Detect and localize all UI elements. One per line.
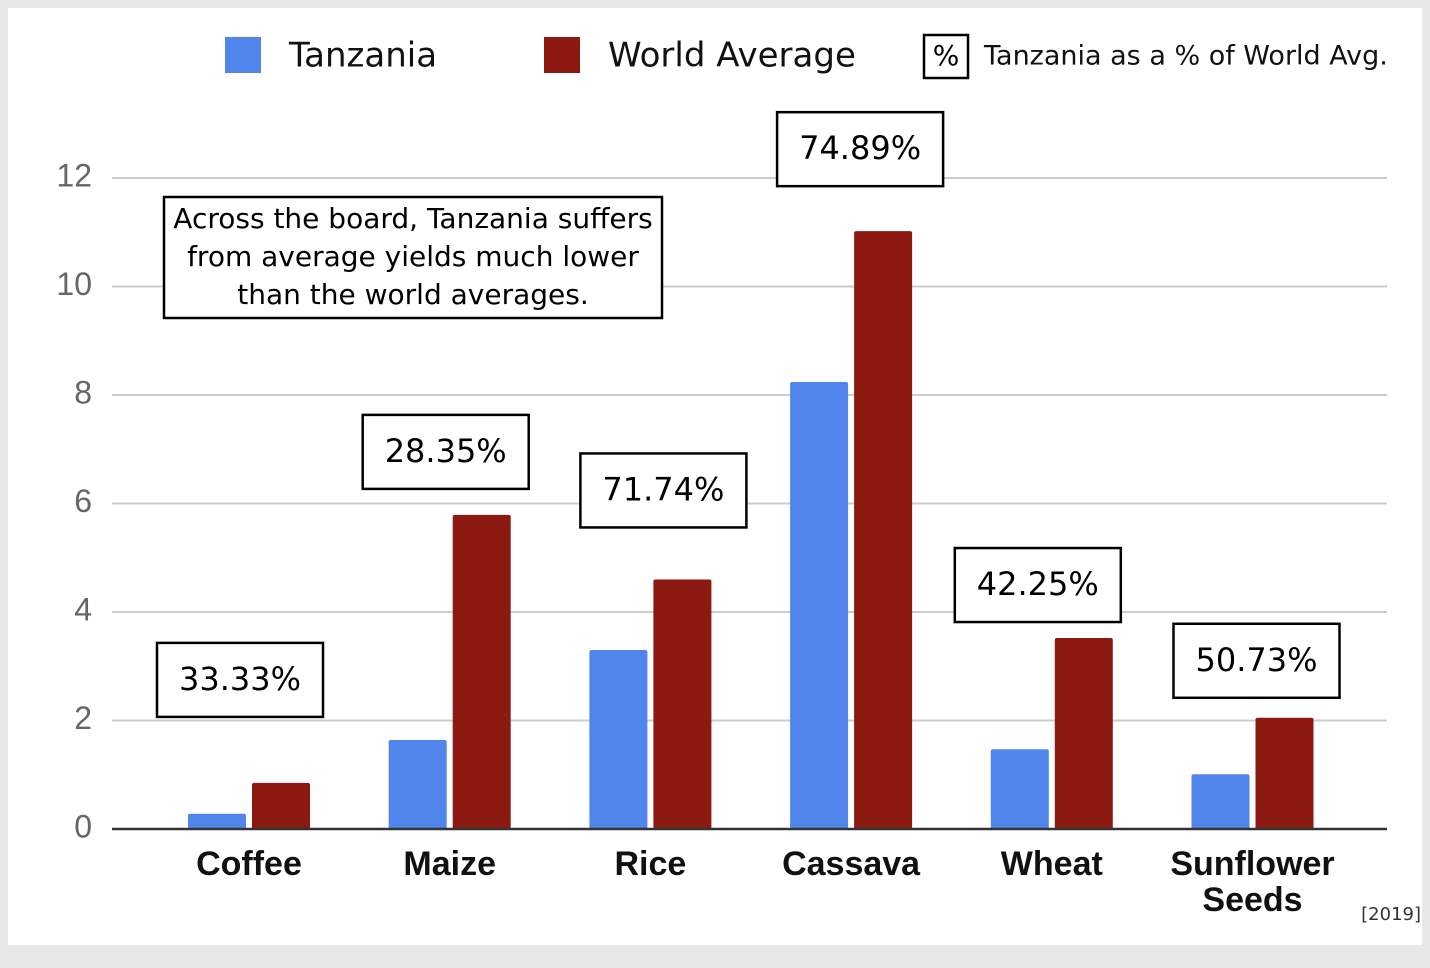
bar xyxy=(1191,774,1250,829)
legend-ratio-symbol: % xyxy=(933,39,960,72)
y-tick-label: 6 xyxy=(74,483,92,519)
ratio-label: 33.33% xyxy=(179,660,301,698)
ratio-label: 74.89% xyxy=(799,129,921,167)
y-tick-label: 4 xyxy=(74,591,92,627)
y-tick-label: 12 xyxy=(56,157,92,193)
bar xyxy=(1255,717,1314,829)
ratio-label: 28.35% xyxy=(385,432,507,470)
bar xyxy=(990,749,1049,829)
ratio-label: 71.74% xyxy=(602,470,724,508)
ratio-label: 50.73% xyxy=(1195,641,1317,679)
ratio-box xyxy=(361,413,530,491)
x-tick-label: Wheat xyxy=(1001,845,1103,883)
legend-label: Tanzania as a % of World Avg. xyxy=(983,41,1388,72)
bar xyxy=(854,231,913,830)
legend-ratio-box xyxy=(922,33,970,80)
y-tick-label: 2 xyxy=(74,700,92,736)
bar xyxy=(388,740,447,829)
annotation-text: from average yields much lower xyxy=(187,240,639,273)
annotation-text: Across the board, Tanzania suffers xyxy=(173,202,652,235)
bar xyxy=(252,782,310,829)
y-tick-label: 8 xyxy=(74,374,92,410)
bar xyxy=(188,813,246,829)
ratio-label: 42.25% xyxy=(977,565,1099,603)
y-tick-label: 10 xyxy=(56,266,92,302)
y-tick-label: 0 xyxy=(74,808,92,844)
legend-swatch xyxy=(544,37,580,73)
annotation-text: than the world averages. xyxy=(237,278,589,311)
bar xyxy=(1054,638,1113,829)
ratio-box xyxy=(953,546,1123,624)
legend-swatch xyxy=(225,37,261,73)
annotation-box xyxy=(162,195,664,320)
ratio-box xyxy=(1172,622,1341,700)
ratio-box xyxy=(155,641,325,719)
bar xyxy=(589,649,648,829)
legend-label: Tanzania xyxy=(288,36,437,76)
x-tick-label-line: Seeds xyxy=(1202,881,1302,919)
bar xyxy=(790,381,849,829)
bar xyxy=(653,579,712,829)
x-tick-label: Coffee xyxy=(196,845,302,883)
ratio-box xyxy=(579,452,748,529)
bar xyxy=(452,514,511,829)
legend-label: World Average xyxy=(608,36,856,76)
x-tick-label: Sunflower Seeds xyxy=(1170,845,1334,919)
footnote: [2019] xyxy=(1361,904,1421,925)
x-tick-label: Cassava xyxy=(782,845,921,883)
ratio-box xyxy=(775,110,945,188)
x-tick-label: Maize xyxy=(403,845,496,883)
x-tick-label-line: Sunflower xyxy=(1170,845,1334,883)
x-tick-label: Rice xyxy=(614,845,686,883)
